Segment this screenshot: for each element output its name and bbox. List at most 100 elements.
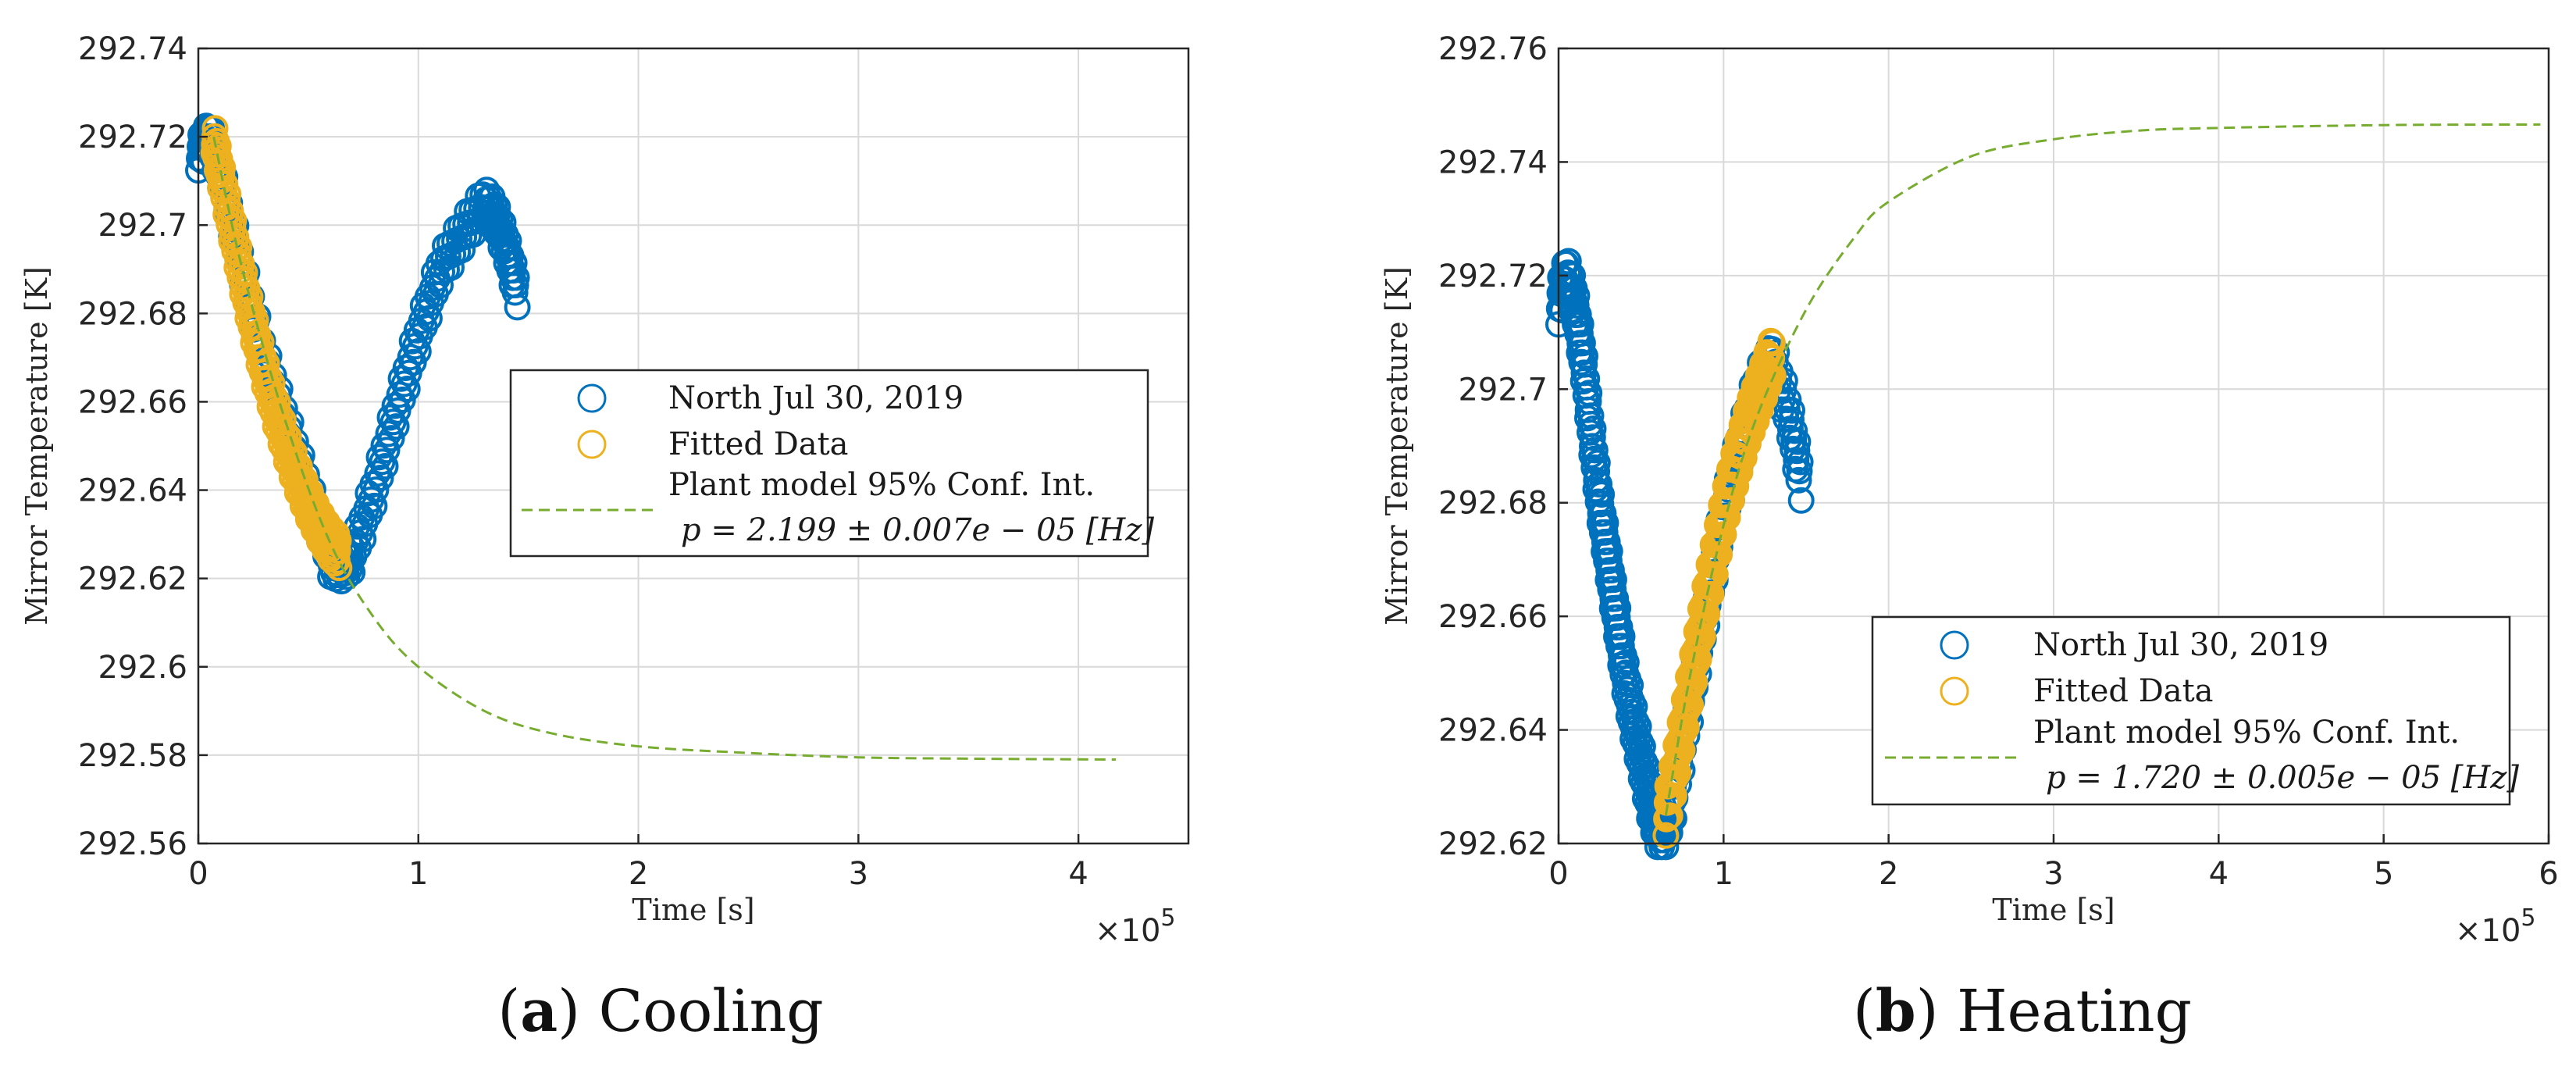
heating-north-point bbox=[1605, 594, 1632, 622]
heating-north-point bbox=[1567, 311, 1594, 337]
heating-legend-model-rate: p = 1.720 ± 0.005e − 05 [Hz] bbox=[2046, 760, 2519, 796]
cooling-north-point bbox=[504, 294, 531, 321]
heating-x-tick-label: 1 bbox=[1714, 856, 1733, 892]
cooling-legend: North Jul 30, 2019 Fitted Data Plant mod… bbox=[509, 369, 1154, 558]
cooling-legend-north-label: North Jul 30, 2019 bbox=[668, 380, 964, 416]
cooling-y-tick-label: 292.74 bbox=[78, 31, 187, 67]
heating-fitted-point bbox=[1718, 487, 1745, 514]
heating-north-point bbox=[1609, 622, 1636, 650]
cooling-north-point bbox=[372, 453, 399, 480]
heating-north-point bbox=[1565, 301, 1592, 328]
heating-north-point bbox=[1621, 693, 1648, 720]
heating-legend-north-marker bbox=[1940, 630, 1969, 660]
cooling-y-tick-label: 292.72 bbox=[78, 119, 187, 155]
heating-north-point bbox=[1578, 441, 1605, 469]
heating-north-point bbox=[1592, 509, 1619, 537]
heating-fitted-point bbox=[1758, 344, 1786, 372]
heating-north-point bbox=[1569, 339, 1596, 366]
cooling-y-tick-label: 292.62 bbox=[78, 562, 187, 597]
heating-series-plant-model-line bbox=[1664, 123, 2541, 815]
cooling-legend-fitted-label: Fitted Data bbox=[668, 426, 849, 462]
heating-x-tick-label: 5 bbox=[2374, 856, 2393, 892]
heating-y-tick-label: 292.72 bbox=[1438, 259, 1548, 294]
heating-fitted-point bbox=[1756, 358, 1783, 385]
chart-panel-heating: 0 1 2 3 4 5 6292.62292.64292.66292.68292.7292.… bbox=[1380, 31, 2559, 1045]
heating-fitted-point bbox=[1759, 330, 1786, 357]
heating-legend: North Jul 30, 2019 Fitted Data Plant mod… bbox=[1871, 615, 2519, 806]
heating-north-point bbox=[1591, 519, 1619, 546]
cooling-north-point bbox=[361, 492, 388, 519]
cooling-x-exponent-power: 5 bbox=[1160, 904, 1175, 932]
cooling-legend-model-rate: p = 2.199 ± 0.007e − 05 [Hz] bbox=[681, 512, 1154, 548]
cooling-north-point bbox=[373, 437, 401, 464]
heating-north-point bbox=[1581, 445, 1608, 473]
cooling-x-exponent: ×105 bbox=[1095, 904, 1176, 949]
heating-north-point bbox=[1779, 397, 1805, 424]
heating-legend-model-label: Plant model 95% Conf. Int. bbox=[2033, 715, 2460, 751]
cooling-fitted-point bbox=[325, 527, 352, 555]
heating-y-tick-label: 292.76 bbox=[1438, 31, 1548, 67]
heating-fitted-point bbox=[1652, 822, 1680, 849]
cooling-y-tick-label: 292.66 bbox=[78, 384, 187, 420]
cooling-y-tick-label: 292.64 bbox=[78, 473, 187, 509]
heating-north-point bbox=[1600, 576, 1627, 603]
heating-north-point bbox=[1579, 433, 1605, 460]
cooling-x-tick-label: 2 bbox=[629, 856, 648, 892]
heating-caption: (b) Heating bbox=[1853, 978, 2192, 1045]
heating-fitted-point bbox=[1726, 458, 1754, 486]
heating-fitted-point bbox=[1708, 522, 1736, 550]
cooling-north-point bbox=[378, 425, 405, 452]
heating-caption-text: Heating bbox=[1957, 978, 2192, 1045]
cooling-x-tick-label: 4 bbox=[1068, 856, 1088, 892]
cooling-legend-box bbox=[509, 369, 1149, 558]
heating-north-point bbox=[1787, 448, 1814, 476]
cooling-north-point bbox=[490, 209, 517, 236]
cooling-north-point bbox=[369, 448, 396, 476]
heating-north-point bbox=[1787, 487, 1815, 514]
heating-y-tick-label: 292.66 bbox=[1438, 599, 1548, 635]
heating-x-exponent-power: 5 bbox=[2521, 904, 2535, 932]
heating-x-tick-label: 6 bbox=[2539, 856, 2558, 892]
heating-y-tick-label: 292.62 bbox=[1438, 826, 1548, 862]
heating-x-tick-label: 0 bbox=[1548, 856, 1568, 892]
heating-north-point bbox=[1783, 437, 1811, 465]
cooling-y-tick-label: 292.58 bbox=[78, 738, 187, 774]
cooling-x-tick-label: 0 bbox=[188, 856, 208, 892]
heating-ticks: 0 1 2 3 4 5 6 292.62 292.64 292.66 292.68 292.7 292.… bbox=[1438, 31, 2559, 892]
heating-north-point bbox=[1604, 604, 1631, 631]
cooling-caption-label: a bbox=[520, 978, 558, 1045]
heating-north-point bbox=[1580, 415, 1607, 442]
heating-x-tick-label: 2 bbox=[1879, 856, 1898, 892]
cooling-north-point bbox=[370, 432, 397, 459]
heating-fitted-point bbox=[1701, 561, 1729, 588]
heating-north-point bbox=[1586, 471, 1613, 497]
heating-x-tick-label: 4 bbox=[2209, 856, 2229, 892]
heating-fitted-point bbox=[1757, 327, 1784, 355]
cooling-north-point bbox=[367, 465, 394, 491]
cooling-caption-text: Cooling bbox=[599, 978, 824, 1045]
heating-north-point bbox=[1569, 330, 1596, 357]
heating-y-tick-label: 292.7 bbox=[1458, 372, 1548, 408]
cooling-y-tick-label: 292.56 bbox=[78, 826, 187, 862]
cooling-x-tick-label: 1 bbox=[408, 856, 428, 892]
cooling-legend-fitted-marker bbox=[577, 430, 607, 459]
cooling-y-tick-label: 292.7 bbox=[98, 208, 187, 244]
heating-y-tick-label: 292.64 bbox=[1438, 713, 1548, 749]
heating-series-fitted bbox=[1652, 327, 1787, 849]
heating-north-point bbox=[1568, 348, 1595, 376]
cooling-fitted-point bbox=[324, 537, 351, 565]
heating-legend-fitted-label: Fitted Data bbox=[2033, 673, 2214, 709]
cooling-north-point bbox=[379, 408, 407, 436]
heating-x-axis-label: Time [s] bbox=[1992, 893, 2115, 927]
heating-fitted-point bbox=[1698, 580, 1725, 608]
cooling-legend-north-marker bbox=[577, 383, 607, 413]
heating-caption-label: b bbox=[1876, 978, 1916, 1045]
cooling-y-tick-label: 292.6 bbox=[98, 650, 187, 686]
cooling-x-tick-label: 3 bbox=[849, 856, 868, 892]
cooling-north-point bbox=[364, 460, 391, 487]
heating-x-tick-label: 3 bbox=[2043, 856, 2063, 892]
heating-x-exponent-base: ×10 bbox=[2455, 913, 2521, 949]
cooling-north-point bbox=[383, 413, 410, 440]
cooling-north-point bbox=[404, 338, 432, 365]
